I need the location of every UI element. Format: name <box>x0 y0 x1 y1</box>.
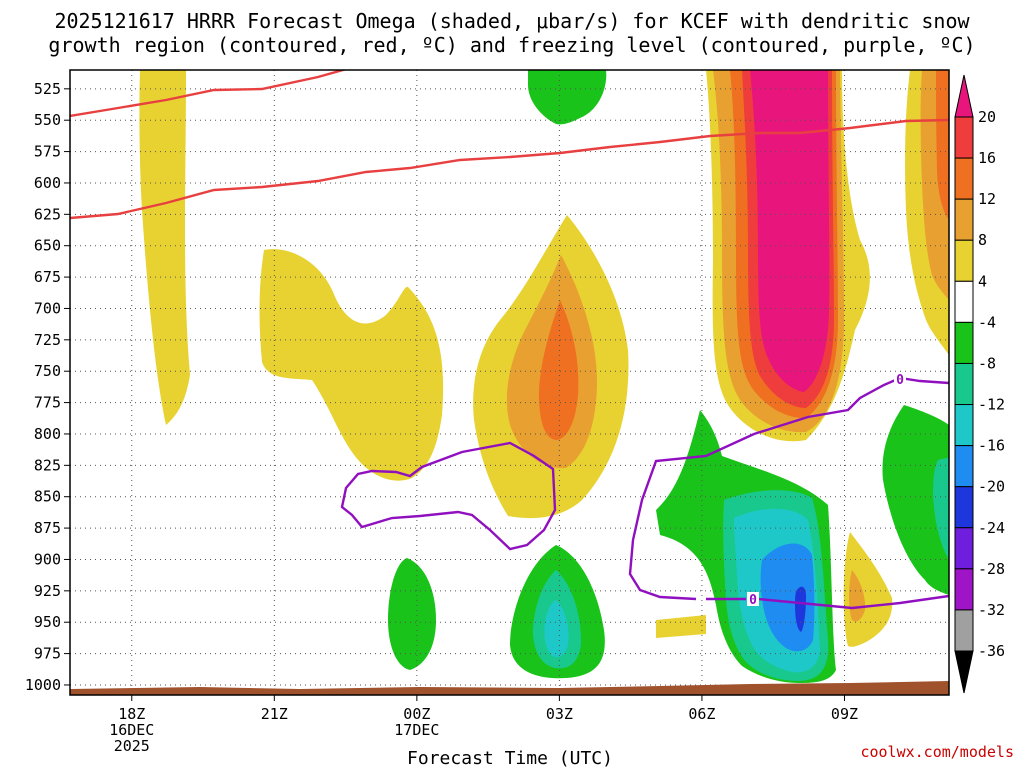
x-tick-label-21Z: 21Z <box>261 705 288 723</box>
y-tick-label-525: 525 <box>34 80 61 98</box>
colorbar-swatch-bottom <box>954 650 974 694</box>
omega-area-05z-small-yellow <box>656 615 706 638</box>
colorbar-swatch-top <box>954 74 974 118</box>
y-tick-label-950: 950 <box>34 613 61 631</box>
y-tick-label-775: 775 <box>34 394 61 412</box>
plot-frame <box>69 69 950 696</box>
y-tick-label-700: 700 <box>34 299 61 317</box>
y-axis: 525 550 575 600 625 650 675 700 725 750 775 800 825 8… <box>25 80 70 694</box>
colorbar-swatch-4 <box>954 280 974 323</box>
chart-title-line2: growth region (contoured, red, ºC) and f… <box>48 33 975 57</box>
colorbar-label--28: -28 <box>978 560 1005 578</box>
x-tick-sublabel-16DEC: 16DEC <box>109 721 154 739</box>
omega-area-06z-20 <box>750 70 830 392</box>
colorbar-swatch-10 <box>954 527 974 570</box>
colorbar-swatch-9 <box>954 486 974 529</box>
dendritic-contours <box>70 70 949 220</box>
colorbar-swatch-5 <box>954 321 974 364</box>
omega-area-00z-low-green <box>388 558 436 670</box>
y-tick-label-900: 900 <box>34 550 61 568</box>
dendritic-minus12-contour <box>70 70 348 118</box>
colorbar-label--24: -24 <box>978 519 1005 537</box>
x-tick-label-03Z: 03Z <box>546 705 573 723</box>
omega-area-right-low-green <box>882 405 949 595</box>
omega-area-21z-00z <box>259 249 444 481</box>
x-tick-sublabel-17DEC: 17DEC <box>394 721 439 739</box>
omega-area-03z-low-12 <box>544 600 569 658</box>
colorbar-label-8: 8 <box>978 231 987 249</box>
dendritic-minus18-contour <box>70 118 949 220</box>
freezing-level-contours <box>340 376 949 610</box>
x-tick-label-09Z: 09Z <box>831 705 858 723</box>
y-tick-label-850: 850 <box>34 488 61 506</box>
y-tick-label-650: 650 <box>34 237 61 255</box>
y-tick-label-725: 725 <box>34 331 61 349</box>
y-tick-label-625: 625 <box>34 205 61 223</box>
grid-lines <box>70 70 949 695</box>
contour-labels: 0 0 <box>747 372 906 608</box>
y-tick-label-925: 925 <box>34 582 61 600</box>
y-tick-label-975: 975 <box>34 645 61 663</box>
y-tick-label-875: 875 <box>34 519 61 537</box>
y-tick-label-1000: 1000 <box>25 676 61 694</box>
colorbar-swatch-12 <box>954 609 974 652</box>
colorbar-swatch-8 <box>954 445 974 488</box>
omega-area-right-low-8 <box>933 458 949 560</box>
plot-area: 0 0 <box>70 70 949 695</box>
colorbar-label-12: 12 <box>978 190 996 208</box>
colorbar-swatch-3 <box>954 239 974 282</box>
omega-area-06z-low-20 <box>795 586 806 632</box>
colorbar-swatch-7 <box>954 404 974 447</box>
freezing-level-loop <box>340 441 557 551</box>
x-tick-label-00Z: 00Z <box>403 705 430 723</box>
y-tick-label-550: 550 <box>34 111 61 129</box>
y-tick-label-575: 575 <box>34 143 61 161</box>
omega-area-03z-top-green <box>528 70 607 125</box>
colorbar-swatch-0 <box>954 116 974 159</box>
freezing-label-bg-lower <box>747 592 759 606</box>
omega-shading <box>139 70 949 683</box>
chart-title-line1: 2025121617 HRRR Forecast Omega (shaded, … <box>54 9 970 33</box>
omega-area-18z-column <box>139 70 190 425</box>
x-tick-label-18Z: 18Z <box>118 705 145 723</box>
y-tick-label-750: 750 <box>34 362 61 380</box>
colorbar-swatch-1 <box>954 157 974 200</box>
colorbar-swatch-2 <box>954 198 974 241</box>
colorbar-label--36: -36 <box>978 642 1005 660</box>
colorbar-label--16: -16 <box>978 437 1005 455</box>
x-axis-title: Forecast Time (UTC) <box>407 748 613 768</box>
omega-area-03z-upper-12 <box>538 300 579 440</box>
freezing-level-main <box>628 376 949 601</box>
colorbar-label--4: -4 <box>978 313 996 331</box>
x-tick-label-06Z: 06Z <box>688 705 715 723</box>
colorbar: 20 16 12 8 4 -4 -8 -12 -16 -20 -24 -28 -32 -36 <box>954 74 1005 694</box>
colorbar-label--8: -8 <box>978 354 996 372</box>
y-tick-label-825: 825 <box>34 456 61 474</box>
terrain-ground <box>70 681 949 695</box>
x-tick-sublabel-2025: 2025 <box>114 737 150 755</box>
credit-text[interactable]: coolwx.com/models <box>860 743 1014 761</box>
freezing-label-lower: 0 <box>749 593 757 608</box>
colorbar-label-20: 20 <box>978 108 996 126</box>
y-tick-label-600: 600 <box>34 174 61 192</box>
colorbar-label--12: -12 <box>978 396 1005 414</box>
freezing-label-upper: 0 <box>896 373 904 388</box>
freezing-label-bg-upper <box>894 372 906 386</box>
colorbar-swatch-11 <box>954 568 974 611</box>
colorbar-swatch-6 <box>954 362 974 406</box>
colorbar-label-16: 16 <box>978 149 996 167</box>
y-tick-label-675: 675 <box>34 268 61 286</box>
freezing-level-lower <box>706 594 949 610</box>
colorbar-label-4: 4 <box>978 272 987 290</box>
colorbar-label--20: -20 <box>978 478 1005 496</box>
colorbar-label--32: -32 <box>978 601 1005 619</box>
y-tick-label-800: 800 <box>34 425 61 443</box>
